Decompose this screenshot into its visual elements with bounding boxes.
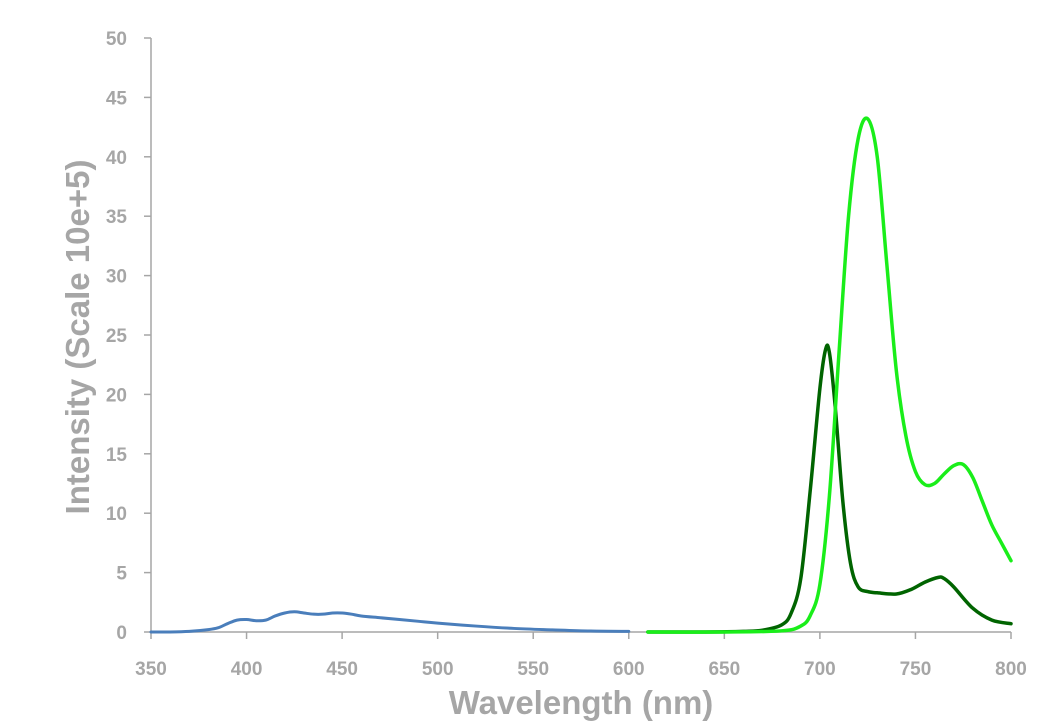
y-tick-label: 50 [106,29,127,50]
y-tick-label: 35 [106,207,128,228]
y-tick-label: 40 [106,148,127,169]
x-tick-label: 350 [135,659,167,680]
x-tick-label: 500 [422,659,454,680]
y-ticks: 0 5 10 15 20 25 30 35 40 45 50 [106,29,151,644]
y-tick-label: 0 [116,623,127,644]
series-line-3 [646,116,1013,634]
y-tick-label: 15 [106,445,128,466]
y-tick-label: 10 [106,504,127,525]
x-tick-label: 650 [708,659,740,680]
x-ticks: 350 400 450 500 550 600 650 700 750 800 [135,632,1027,680]
x-tick-label: 750 [900,659,932,680]
x-tick-label: 450 [326,659,358,680]
x-tick-label: 600 [613,659,645,680]
x-tick-label: 400 [231,659,263,680]
x-tick-label: 550 [517,659,549,680]
series-layer [149,116,1013,634]
y-axis-title: Intensity (Scale 10e+5) [59,160,96,515]
x-tick-label: 700 [804,659,836,680]
axes [150,38,1011,633]
y-tick-label: 5 [116,564,127,585]
x-axis-title: Wavelength (nm) [449,684,714,721]
y-tick-label: 30 [106,267,127,288]
series-line-1 [149,610,631,634]
series-line-2 [646,343,1013,634]
x-tick-label: 800 [995,659,1027,680]
y-tick-label: 45 [106,88,128,109]
y-tick-label: 25 [106,326,128,347]
y-tick-label: 20 [106,385,127,406]
